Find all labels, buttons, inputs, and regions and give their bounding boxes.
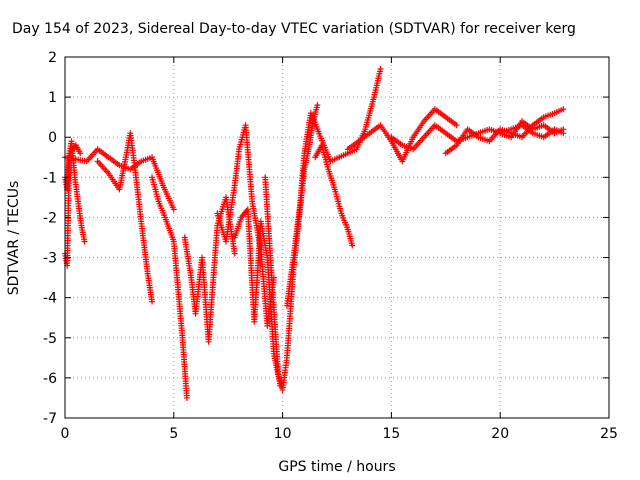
series-arc-l xyxy=(344,106,460,165)
data-point xyxy=(231,250,238,257)
data-point xyxy=(77,150,84,157)
y-tick-label: -2 xyxy=(43,210,57,226)
y-tick-label: 0 xyxy=(48,130,57,146)
series-arc-c xyxy=(62,146,177,213)
x-axis-label: GPS time / hours xyxy=(278,459,395,475)
y-axis-label: SDTVAR / TECUs xyxy=(6,181,22,296)
data-point xyxy=(170,206,177,213)
y-tick-label: -3 xyxy=(43,251,57,267)
y-tick-label: 1 xyxy=(48,90,57,106)
data-point xyxy=(453,122,460,129)
data-point xyxy=(149,298,156,305)
chart-title: Day 154 of 2023, Sidereal Day-to-day VTE… xyxy=(12,21,576,37)
x-tick-label: 20 xyxy=(491,426,509,442)
data-layer xyxy=(62,66,567,401)
x-tick-label: 5 xyxy=(169,426,178,442)
data-point xyxy=(560,106,567,113)
x-tick-label: 10 xyxy=(274,426,292,442)
y-tick-label: -7 xyxy=(43,411,57,427)
plot-frame xyxy=(64,56,610,419)
data-point xyxy=(81,238,88,245)
series-arc-e xyxy=(149,174,190,401)
data-point xyxy=(349,242,356,249)
x-tick-label: 15 xyxy=(382,426,400,442)
data-point xyxy=(183,394,190,401)
series-arc-f xyxy=(181,194,238,345)
grid-layer xyxy=(65,57,609,418)
y-tick-label: -1 xyxy=(43,170,57,186)
y-tick-label: -5 xyxy=(43,331,57,347)
y-tick-label: -4 xyxy=(43,291,57,307)
x-tick-label: 25 xyxy=(600,426,618,442)
data-point xyxy=(377,66,384,73)
series-arc-o xyxy=(497,122,567,141)
series-arc-d xyxy=(94,130,156,305)
series-arc-g xyxy=(214,122,277,329)
y-tick-label: -6 xyxy=(43,371,57,387)
x-tick-label: 0 xyxy=(61,426,70,442)
data-point xyxy=(314,102,321,109)
data-point xyxy=(560,130,567,137)
y-tick-label: 2 xyxy=(48,50,57,66)
series-arc-k xyxy=(312,142,356,249)
